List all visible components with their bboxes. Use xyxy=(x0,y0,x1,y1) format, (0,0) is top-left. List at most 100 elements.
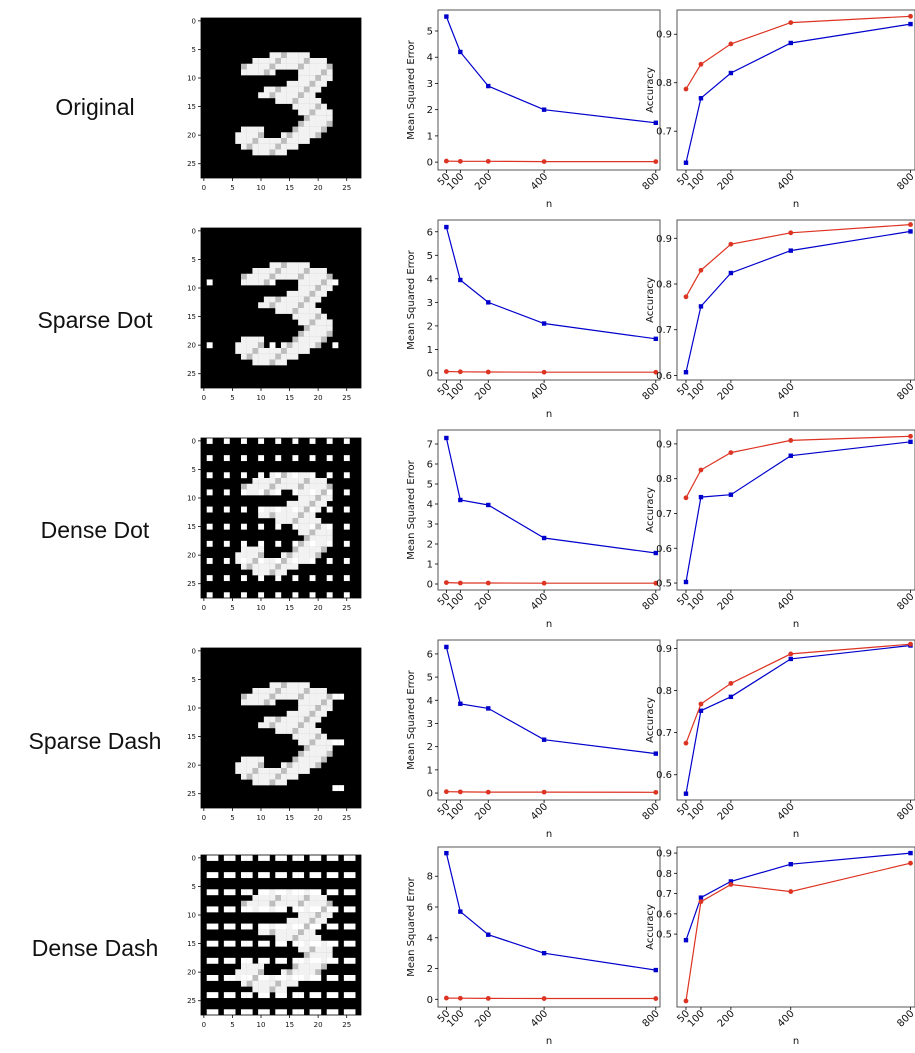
image-pixel xyxy=(315,342,322,349)
image-pixel xyxy=(252,132,259,139)
image-pixel xyxy=(241,773,247,780)
image-pixel xyxy=(263,348,270,354)
image-pixel xyxy=(298,98,305,104)
image-pixel xyxy=(286,506,293,513)
image-pixel xyxy=(281,992,287,999)
image-pixel xyxy=(206,975,213,981)
image-pixel xyxy=(332,889,339,896)
x-tick-label: 15 xyxy=(285,604,294,612)
image-pixel xyxy=(206,279,213,286)
image-pixel xyxy=(286,688,293,694)
row-label-sparse-dash: Sparse Dash xyxy=(28,728,162,754)
image-pixel xyxy=(206,455,213,462)
image-pixel xyxy=(241,63,247,70)
image-pixel xyxy=(258,455,265,462)
image-pixel xyxy=(252,558,259,564)
image-pixel xyxy=(223,992,230,999)
image-pixel xyxy=(275,506,282,513)
series-point-2 xyxy=(653,369,659,375)
image-pixel xyxy=(298,750,305,757)
image-pixel xyxy=(326,952,333,959)
image-pixel xyxy=(223,438,230,444)
series-point-1 xyxy=(698,895,704,900)
image-pixel xyxy=(252,693,259,700)
series-point-1 xyxy=(788,453,793,458)
image-pixel xyxy=(298,52,305,59)
image-pixel xyxy=(309,69,316,76)
image-pixel xyxy=(298,733,305,740)
image-pixel xyxy=(321,739,327,746)
image-pixel xyxy=(258,722,265,729)
image-pixel xyxy=(292,1009,299,1016)
series-point-2 xyxy=(698,467,704,473)
image-pixel xyxy=(321,535,327,542)
image-pixel xyxy=(281,855,287,861)
image-pixel xyxy=(315,268,322,274)
image-pixel xyxy=(258,523,265,530)
series-point-2 xyxy=(443,995,449,1001)
image-pixel xyxy=(286,308,293,314)
image-pixel xyxy=(252,546,259,553)
y-tick-label: 5 xyxy=(427,26,433,37)
image-pixel xyxy=(229,957,236,964)
image-pixel xyxy=(321,103,327,110)
image-pixel xyxy=(281,872,287,879)
x-tick-label: 200 xyxy=(716,591,737,612)
image-pixel xyxy=(258,762,265,769)
image-pixel xyxy=(229,923,236,930)
image-pixel xyxy=(298,92,305,99)
image-pixel xyxy=(303,472,310,479)
image-pixel xyxy=(292,963,299,970)
image-pixel xyxy=(315,336,322,343)
image-pixel xyxy=(292,478,299,484)
image-pixel xyxy=(275,63,282,70)
image-pixel xyxy=(315,552,322,559)
x-tick-label: 5 xyxy=(230,394,234,402)
series-point-2 xyxy=(457,995,463,1001)
image-pixel xyxy=(258,69,265,76)
y-tick-label: 0.6 xyxy=(656,770,672,781)
y-tick-label: 0.8 xyxy=(656,474,672,485)
series-point-2 xyxy=(728,450,734,456)
image-pixel xyxy=(263,940,270,947)
image-pixel xyxy=(235,342,242,349)
image-pixel xyxy=(303,975,310,981)
image-pixel xyxy=(326,285,333,292)
series-point-1 xyxy=(458,49,463,55)
image-pixel xyxy=(286,342,293,349)
image-pixel xyxy=(309,308,316,314)
image-pixel xyxy=(275,558,282,564)
image-pixel xyxy=(263,483,270,490)
image-pixel xyxy=(343,940,350,947)
image-pixel xyxy=(286,63,293,70)
x-tick-label: 10 xyxy=(257,814,266,822)
image-pixel xyxy=(212,872,219,879)
image-pixel xyxy=(332,957,339,964)
series-point-2 xyxy=(653,996,659,1001)
image-pixel xyxy=(315,296,322,303)
image-pixel xyxy=(298,552,305,559)
image-pixel xyxy=(309,957,316,964)
series-point-2 xyxy=(788,230,794,236)
image-pixel xyxy=(326,946,333,953)
x-tick-label: 15 xyxy=(285,814,294,822)
image-pixel xyxy=(269,569,276,576)
image-pixel xyxy=(326,923,333,930)
image-pixel xyxy=(206,592,213,599)
image-pixel xyxy=(309,917,316,924)
image-pixel xyxy=(286,889,293,896)
y-tick-label: 7 xyxy=(427,440,433,451)
image-pixel xyxy=(281,569,287,576)
image-pixel xyxy=(281,268,287,274)
image-pixel xyxy=(281,518,287,524)
image-pixel xyxy=(269,768,276,774)
series-point-1 xyxy=(908,850,913,856)
image-pixel xyxy=(246,69,253,76)
x-tick-label: 10 xyxy=(257,184,266,192)
image-pixel xyxy=(258,900,265,907)
image-pixel xyxy=(281,693,287,700)
image-pixel xyxy=(315,285,322,292)
series-point-2 xyxy=(541,789,547,795)
plot-frame xyxy=(676,639,915,801)
image-pixel xyxy=(252,699,259,706)
